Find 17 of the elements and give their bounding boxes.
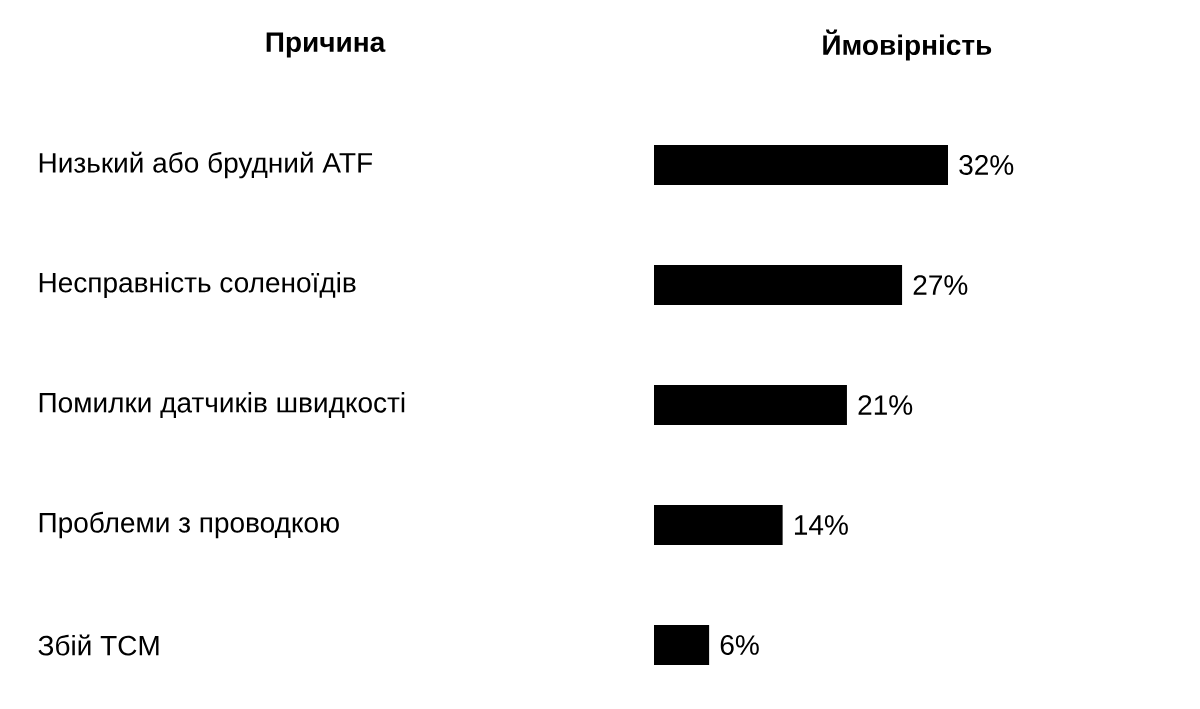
bar	[654, 385, 847, 425]
y-tick-label: Проблеми з проводкою	[39, 511, 339, 539]
bar	[654, 505, 783, 545]
y-tick-label: Помилки датчиків швидкості	[39, 392, 405, 418]
data-label: 21%	[858, 395, 913, 415]
y-tick-label: Низький або брудний ATF	[39, 151, 373, 179]
data-label: 14%	[794, 515, 848, 535]
y-tick-label: Збій TCM	[38, 634, 159, 656]
bar	[654, 265, 903, 305]
x-axis-title: Ймовірність	[823, 29, 992, 61]
y-tick-label: Несправність соленоїдів	[39, 271, 356, 299]
bar	[654, 145, 948, 185]
data-label: 27%	[913, 275, 968, 295]
bar	[654, 625, 710, 665]
y-axis-title: Причина	[266, 32, 386, 58]
data-label: 6%	[720, 635, 759, 655]
data-label: 32%	[959, 155, 1014, 175]
